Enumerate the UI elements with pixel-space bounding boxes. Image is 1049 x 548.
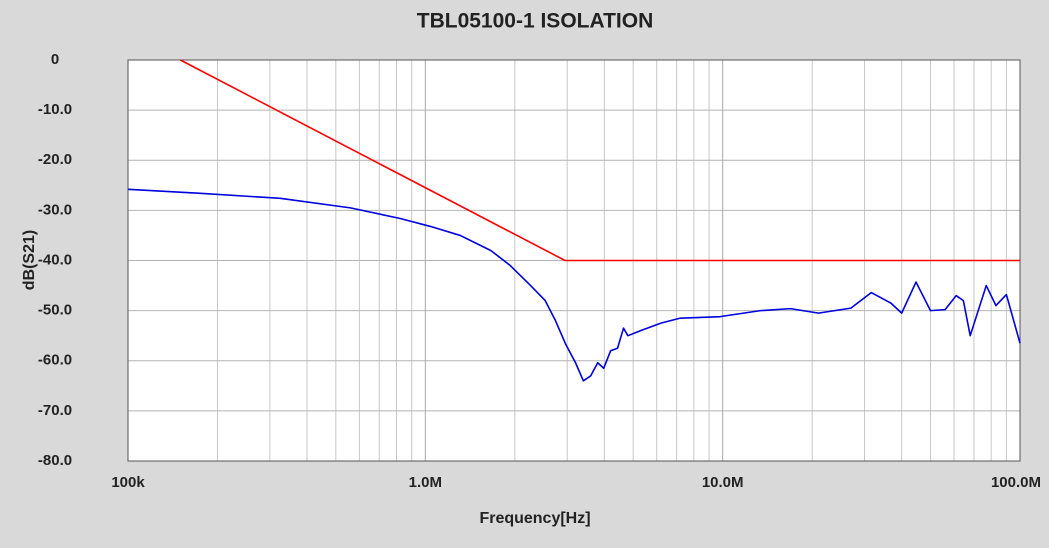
y-tick-label: -50.0 xyxy=(38,302,72,319)
chart-title: TBL05100-1 ISOLATION xyxy=(417,10,654,33)
x-tick-label: 100k xyxy=(111,474,145,491)
y-tick-label: 0 xyxy=(51,51,59,68)
data-line xyxy=(127,188,1021,382)
y-tick-label: -70.0 xyxy=(38,402,72,419)
data-line xyxy=(179,59,1020,262)
y-tick-label: -60.0 xyxy=(38,352,72,369)
y-tick-label: -20.0 xyxy=(38,151,72,168)
y-tick-label: -40.0 xyxy=(38,251,72,268)
x-tick-label: 100.0M xyxy=(991,474,1041,491)
y-axis-label: dB(S21) xyxy=(21,230,38,290)
x-axis-label: Frequency[Hz] xyxy=(479,510,590,527)
x-tick-label: 10.0M xyxy=(702,474,744,491)
y-tick-label: -80.0 xyxy=(38,452,72,469)
y-tick-label: -30.0 xyxy=(38,201,72,218)
x-tick-label: 1.0M xyxy=(409,474,442,491)
y-tick-label: -10.0 xyxy=(38,101,72,118)
